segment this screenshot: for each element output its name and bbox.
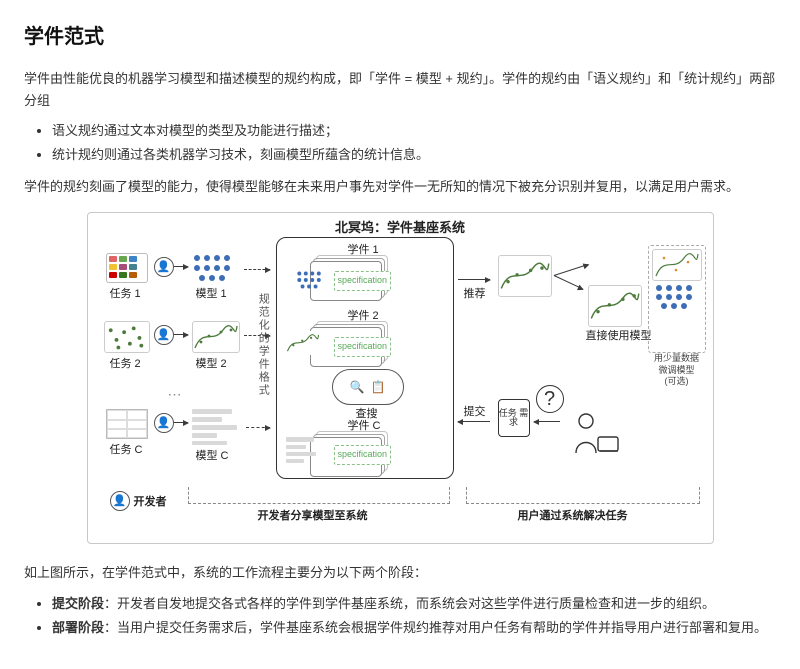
learn2-model-icon	[286, 331, 320, 355]
learn1-model-icon	[296, 271, 326, 291]
arrow-recommend	[458, 279, 490, 280]
direct-use-label: 直接使用模型	[586, 327, 652, 346]
dev2-icon	[154, 325, 174, 345]
learnC-spec: specification	[334, 445, 392, 464]
model1-label: 模型 1	[196, 285, 227, 304]
arrow-user-req	[534, 421, 560, 422]
learn2-spec: specification	[334, 337, 392, 356]
arrow-mC-dock	[246, 427, 270, 428]
submit-phase-label: 提交阶段	[52, 596, 104, 611]
right-bracket	[466, 487, 700, 504]
task1-thumb	[106, 253, 148, 283]
devC-icon	[154, 413, 174, 433]
finetune-bottom-icon	[654, 285, 698, 311]
spec-format-label: 规范化的学件格式	[254, 293, 273, 397]
submit-phase-text: ：开发者自发地提交各式各样的学件到学件基座系统，而系统会对这些学件进行质量检查和…	[104, 596, 715, 611]
developer-legend-label: 开发者	[134, 493, 167, 512]
task1-label: 任务 1	[110, 285, 141, 304]
rec-model-icon	[498, 255, 552, 297]
semantic-spec-item: 语义规约通过文本对模型的类型及功能进行描述；	[52, 120, 776, 142]
search-cloud: 🔍 📋	[332, 369, 404, 405]
model1-icon	[192, 253, 238, 283]
finetune-top-icon	[652, 249, 702, 281]
arrow-finetune	[553, 264, 588, 276]
clipboard-icon: 📋	[371, 377, 386, 397]
arrow-direct	[553, 276, 582, 290]
paradigm-diagram: 北冥坞：学件基座系统 任务 1 模型 1 任务 2	[24, 212, 776, 544]
phases-list: 提交阶段：开发者自发地提交各式各样的学件到学件基座系统，而系统会对这些学件进行质…	[24, 593, 776, 639]
modelC-label: 模型 C	[196, 447, 229, 466]
arrow-tC-mC	[174, 422, 188, 423]
ellipsis-icon: ⋯	[168, 383, 185, 407]
arrow-t1-m1	[174, 266, 188, 267]
page-heading: 学件范式	[24, 20, 776, 54]
finetune-note: 用少量数据 微调模型 (可选)	[648, 353, 706, 387]
after-diagram-paragraph: 如上图所示，在学件范式中，系统的工作流程主要分为以下两个阶段：	[24, 562, 776, 584]
task2-thumb	[104, 321, 150, 353]
right-bracket-label: 用户通过系统解决任务	[518, 507, 628, 526]
deploy-phase-text: ：当用户提交任务需求后，学件基座系统会根据学件规约推荐对用户任务有帮助的学件并指…	[104, 620, 767, 635]
dev1-icon	[154, 257, 174, 277]
learnC-model-icon	[286, 437, 320, 463]
intro-paragraph: 学件由性能优良的机器学习模型和描述模型的规约构成，即「学件 = 模型 + 规约」…	[24, 68, 776, 112]
recommend-label: 推荐	[464, 285, 486, 304]
deploy-phase-label: 部署阶段	[52, 620, 104, 635]
submit-label: 提交	[464, 403, 486, 422]
learn1-spec: specification	[334, 271, 392, 290]
arrow-t2-m2	[174, 334, 188, 335]
requirement-board: 任务 需求	[498, 399, 530, 437]
modelC-icon	[192, 409, 242, 445]
direct-use-icon	[588, 285, 642, 327]
deploy-phase-item: 部署阶段：当用户提交任务需求后，学件基座系统会根据学件规约推荐对用户任务有帮助的…	[52, 617, 776, 639]
model2-icon	[192, 321, 240, 353]
user-icon	[564, 409, 622, 455]
arrow-m1-dock	[244, 269, 270, 270]
question-icon: ?	[536, 385, 564, 413]
taskC-thumb	[106, 409, 148, 439]
capability-paragraph: 学件的规约刻画了模型的能力，使得模型能够在未来用户事先对学件一无所知的情况下被充…	[24, 176, 776, 198]
spec-types-list: 语义规约通过文本对模型的类型及功能进行描述； 统计规约则通过各类机器学习技术，刻…	[24, 120, 776, 166]
left-bracket-label: 开发者分享模型至系统	[258, 507, 368, 526]
task2-label: 任务 2	[110, 355, 141, 374]
stat-spec-item: 统计规约则通过各类机器学习技术，刻画模型所蕴含的统计信息。	[52, 144, 776, 166]
magnifier-icon: 🔍	[350, 377, 365, 397]
left-bracket	[188, 487, 450, 504]
taskC-label: 任务 C	[110, 441, 143, 460]
developer-legend-icon	[110, 491, 130, 511]
diagram-title: 北冥坞：学件基座系统	[335, 217, 465, 239]
model2-label: 模型 2	[196, 355, 227, 374]
submit-phase-item: 提交阶段：开发者自发地提交各式各样的学件到学件基座系统，而系统会对这些学件进行质…	[52, 593, 776, 615]
